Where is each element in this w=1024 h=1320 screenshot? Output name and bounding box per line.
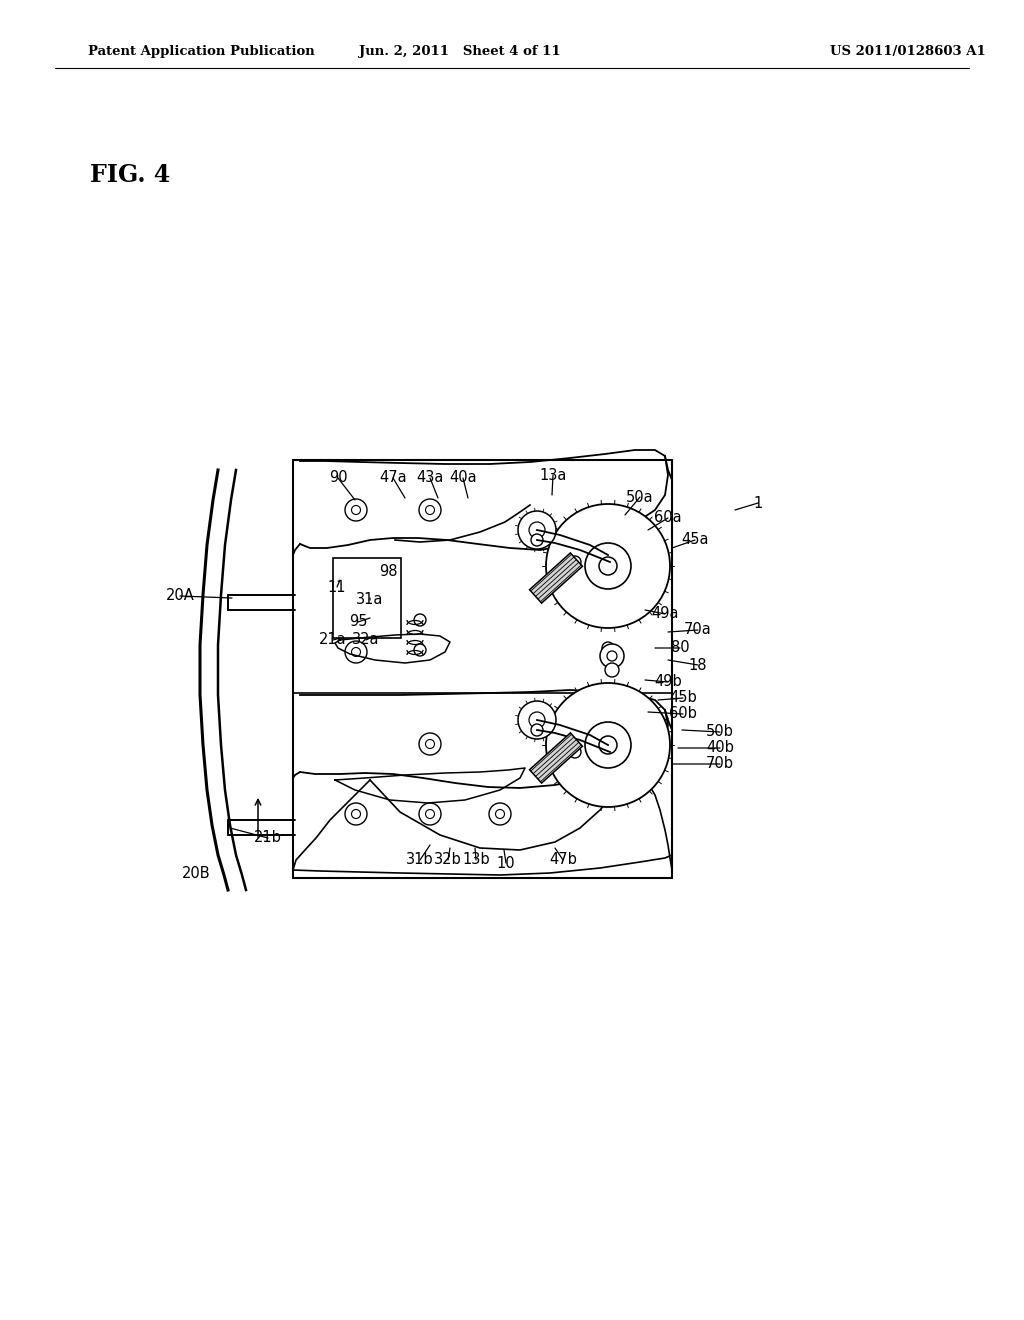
Text: 47b: 47b (549, 853, 577, 867)
Circle shape (345, 803, 367, 825)
Circle shape (426, 739, 434, 748)
Text: 32a: 32a (352, 632, 380, 648)
Text: 70a: 70a (684, 623, 712, 638)
Circle shape (602, 653, 614, 667)
Text: 60b: 60b (669, 706, 697, 722)
Text: 11: 11 (328, 579, 346, 594)
Circle shape (419, 733, 441, 755)
Circle shape (531, 723, 543, 737)
Text: 43a: 43a (417, 470, 443, 486)
Text: 80: 80 (671, 640, 689, 656)
Text: 21a: 21a (319, 632, 347, 648)
Polygon shape (529, 553, 583, 603)
Circle shape (351, 506, 360, 515)
Circle shape (602, 642, 614, 653)
Text: 50b: 50b (707, 725, 734, 739)
Text: 31a: 31a (356, 593, 384, 607)
Polygon shape (529, 733, 583, 783)
Circle shape (600, 644, 624, 668)
Text: 31b: 31b (407, 853, 434, 867)
Text: 10: 10 (497, 855, 515, 870)
Circle shape (529, 521, 545, 539)
Circle shape (489, 803, 511, 825)
Circle shape (546, 682, 670, 807)
Circle shape (599, 737, 617, 754)
Circle shape (569, 746, 581, 758)
Text: Jun. 2, 2011   Sheet 4 of 11: Jun. 2, 2011 Sheet 4 of 11 (359, 45, 561, 58)
Circle shape (426, 506, 434, 515)
Text: 49b: 49b (654, 675, 682, 689)
Text: 60a: 60a (654, 511, 682, 525)
Text: 49a: 49a (651, 606, 679, 622)
Text: 20B: 20B (181, 866, 210, 882)
Circle shape (414, 644, 426, 656)
Circle shape (419, 803, 441, 825)
Text: 95: 95 (349, 615, 368, 630)
Text: 1: 1 (754, 495, 763, 511)
Circle shape (345, 499, 367, 521)
Text: 13b: 13b (462, 853, 489, 867)
Circle shape (607, 651, 617, 661)
Text: 20A: 20A (166, 589, 195, 603)
Circle shape (518, 701, 556, 739)
Text: 70b: 70b (706, 756, 734, 771)
Text: 45a: 45a (681, 532, 709, 548)
Circle shape (569, 556, 581, 568)
Text: 47a: 47a (379, 470, 407, 486)
Circle shape (419, 499, 441, 521)
Text: 50a: 50a (627, 490, 653, 504)
Text: 40a: 40a (450, 470, 477, 486)
Circle shape (585, 543, 631, 589)
Circle shape (414, 614, 426, 626)
Circle shape (531, 535, 543, 546)
Circle shape (518, 511, 556, 549)
Text: 45b: 45b (669, 690, 697, 705)
Circle shape (599, 557, 617, 576)
Circle shape (426, 809, 434, 818)
Text: 40b: 40b (707, 741, 734, 755)
Text: Patent Application Publication: Patent Application Publication (88, 45, 314, 58)
Text: 90: 90 (329, 470, 347, 486)
Circle shape (351, 648, 360, 656)
Text: 98: 98 (379, 565, 397, 579)
Text: 32b: 32b (434, 853, 462, 867)
Circle shape (546, 504, 670, 628)
Circle shape (496, 809, 505, 818)
Text: 13a: 13a (540, 467, 566, 483)
Circle shape (585, 722, 631, 768)
Circle shape (605, 663, 618, 677)
Text: 21b: 21b (254, 830, 282, 846)
Bar (333, 558, 401, 638)
Text: FIG. 4: FIG. 4 (90, 162, 170, 187)
Text: US 2011/0128603 A1: US 2011/0128603 A1 (830, 45, 986, 58)
Circle shape (529, 711, 545, 729)
Text: 18: 18 (689, 657, 708, 672)
Circle shape (345, 642, 367, 663)
Circle shape (351, 809, 360, 818)
